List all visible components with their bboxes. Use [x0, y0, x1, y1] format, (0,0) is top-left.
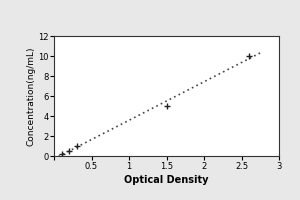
- Y-axis label: Concentration(ng/mL): Concentration(ng/mL): [26, 46, 35, 146]
- X-axis label: Optical Density: Optical Density: [124, 175, 209, 185]
